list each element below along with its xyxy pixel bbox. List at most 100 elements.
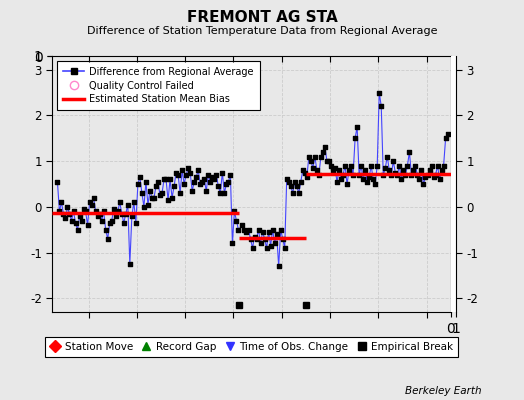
Point [242, 229, 250, 235]
Point [375, 89, 384, 96]
Point [220, 190, 228, 196]
Point [208, 174, 216, 180]
Point [287, 183, 295, 190]
Point [343, 181, 351, 187]
Point [407, 172, 416, 178]
Point [319, 149, 327, 155]
Point [152, 183, 160, 190]
Point [67, 217, 75, 224]
Point [337, 176, 345, 183]
Point [341, 162, 349, 169]
Point [190, 178, 199, 185]
Point [357, 162, 365, 169]
Point [280, 245, 289, 251]
Point [105, 220, 114, 226]
Text: Berkeley Earth: Berkeley Earth [406, 386, 482, 396]
Point [168, 194, 176, 201]
Point [192, 174, 200, 180]
Point [162, 176, 170, 183]
Point [85, 199, 94, 206]
Point [234, 226, 243, 233]
Point [367, 162, 375, 169]
Point [182, 172, 190, 178]
Point [95, 210, 104, 217]
Point [81, 208, 90, 215]
Point [373, 162, 381, 169]
Point [393, 172, 401, 178]
Point [93, 213, 102, 219]
Point [403, 162, 411, 169]
Point [421, 174, 430, 180]
Point [363, 178, 372, 185]
Point [218, 169, 226, 176]
Point [417, 167, 425, 174]
Point [117, 210, 126, 217]
Point [202, 188, 211, 194]
Point [61, 215, 70, 222]
Point [57, 199, 66, 206]
Point [110, 206, 118, 212]
Point [294, 190, 303, 196]
Point [316, 153, 325, 160]
Point [258, 229, 267, 235]
Point [282, 176, 291, 183]
Point [119, 220, 128, 226]
Point [369, 176, 377, 183]
Point [359, 176, 367, 183]
Point [411, 162, 420, 169]
Point [266, 242, 275, 249]
Point [443, 130, 452, 137]
Point [97, 217, 106, 224]
Point [361, 167, 369, 174]
Point [180, 181, 188, 187]
Point [59, 210, 68, 217]
Point [136, 174, 144, 180]
Point [246, 236, 255, 242]
Point [349, 172, 357, 178]
Point [53, 178, 62, 185]
Text: Difference of Station Temperature Data from Regional Average: Difference of Station Temperature Data f… [87, 26, 437, 36]
Point [122, 210, 130, 217]
Point [160, 176, 168, 183]
Point [401, 172, 410, 178]
Point [260, 236, 269, 242]
Point [299, 167, 307, 174]
Point [311, 153, 319, 160]
Point [315, 172, 323, 178]
Point [172, 169, 180, 176]
Point [250, 233, 259, 240]
Point [425, 167, 434, 174]
Point [244, 226, 253, 233]
Point [132, 220, 140, 226]
Point [212, 172, 221, 178]
Point [339, 172, 347, 178]
Point [75, 213, 84, 219]
Point [325, 158, 333, 164]
Point [114, 208, 122, 215]
Point [176, 190, 184, 196]
Point [256, 240, 265, 247]
Point [365, 174, 374, 180]
Point [381, 165, 389, 171]
Point [128, 213, 136, 219]
Point [224, 178, 233, 185]
Point [248, 245, 257, 251]
Point [228, 240, 237, 247]
Point [178, 167, 187, 174]
Point [188, 188, 196, 194]
Point [150, 194, 158, 201]
Point [353, 124, 362, 130]
Point [92, 208, 100, 215]
Point [297, 178, 305, 185]
Point [90, 194, 98, 201]
Point [80, 206, 88, 212]
Point [395, 162, 403, 169]
Point [102, 226, 110, 233]
Point [415, 176, 423, 183]
Point [63, 204, 72, 210]
Point [385, 167, 394, 174]
Point [154, 178, 162, 185]
Point [100, 208, 108, 215]
Point [285, 178, 293, 185]
Point [156, 192, 164, 199]
